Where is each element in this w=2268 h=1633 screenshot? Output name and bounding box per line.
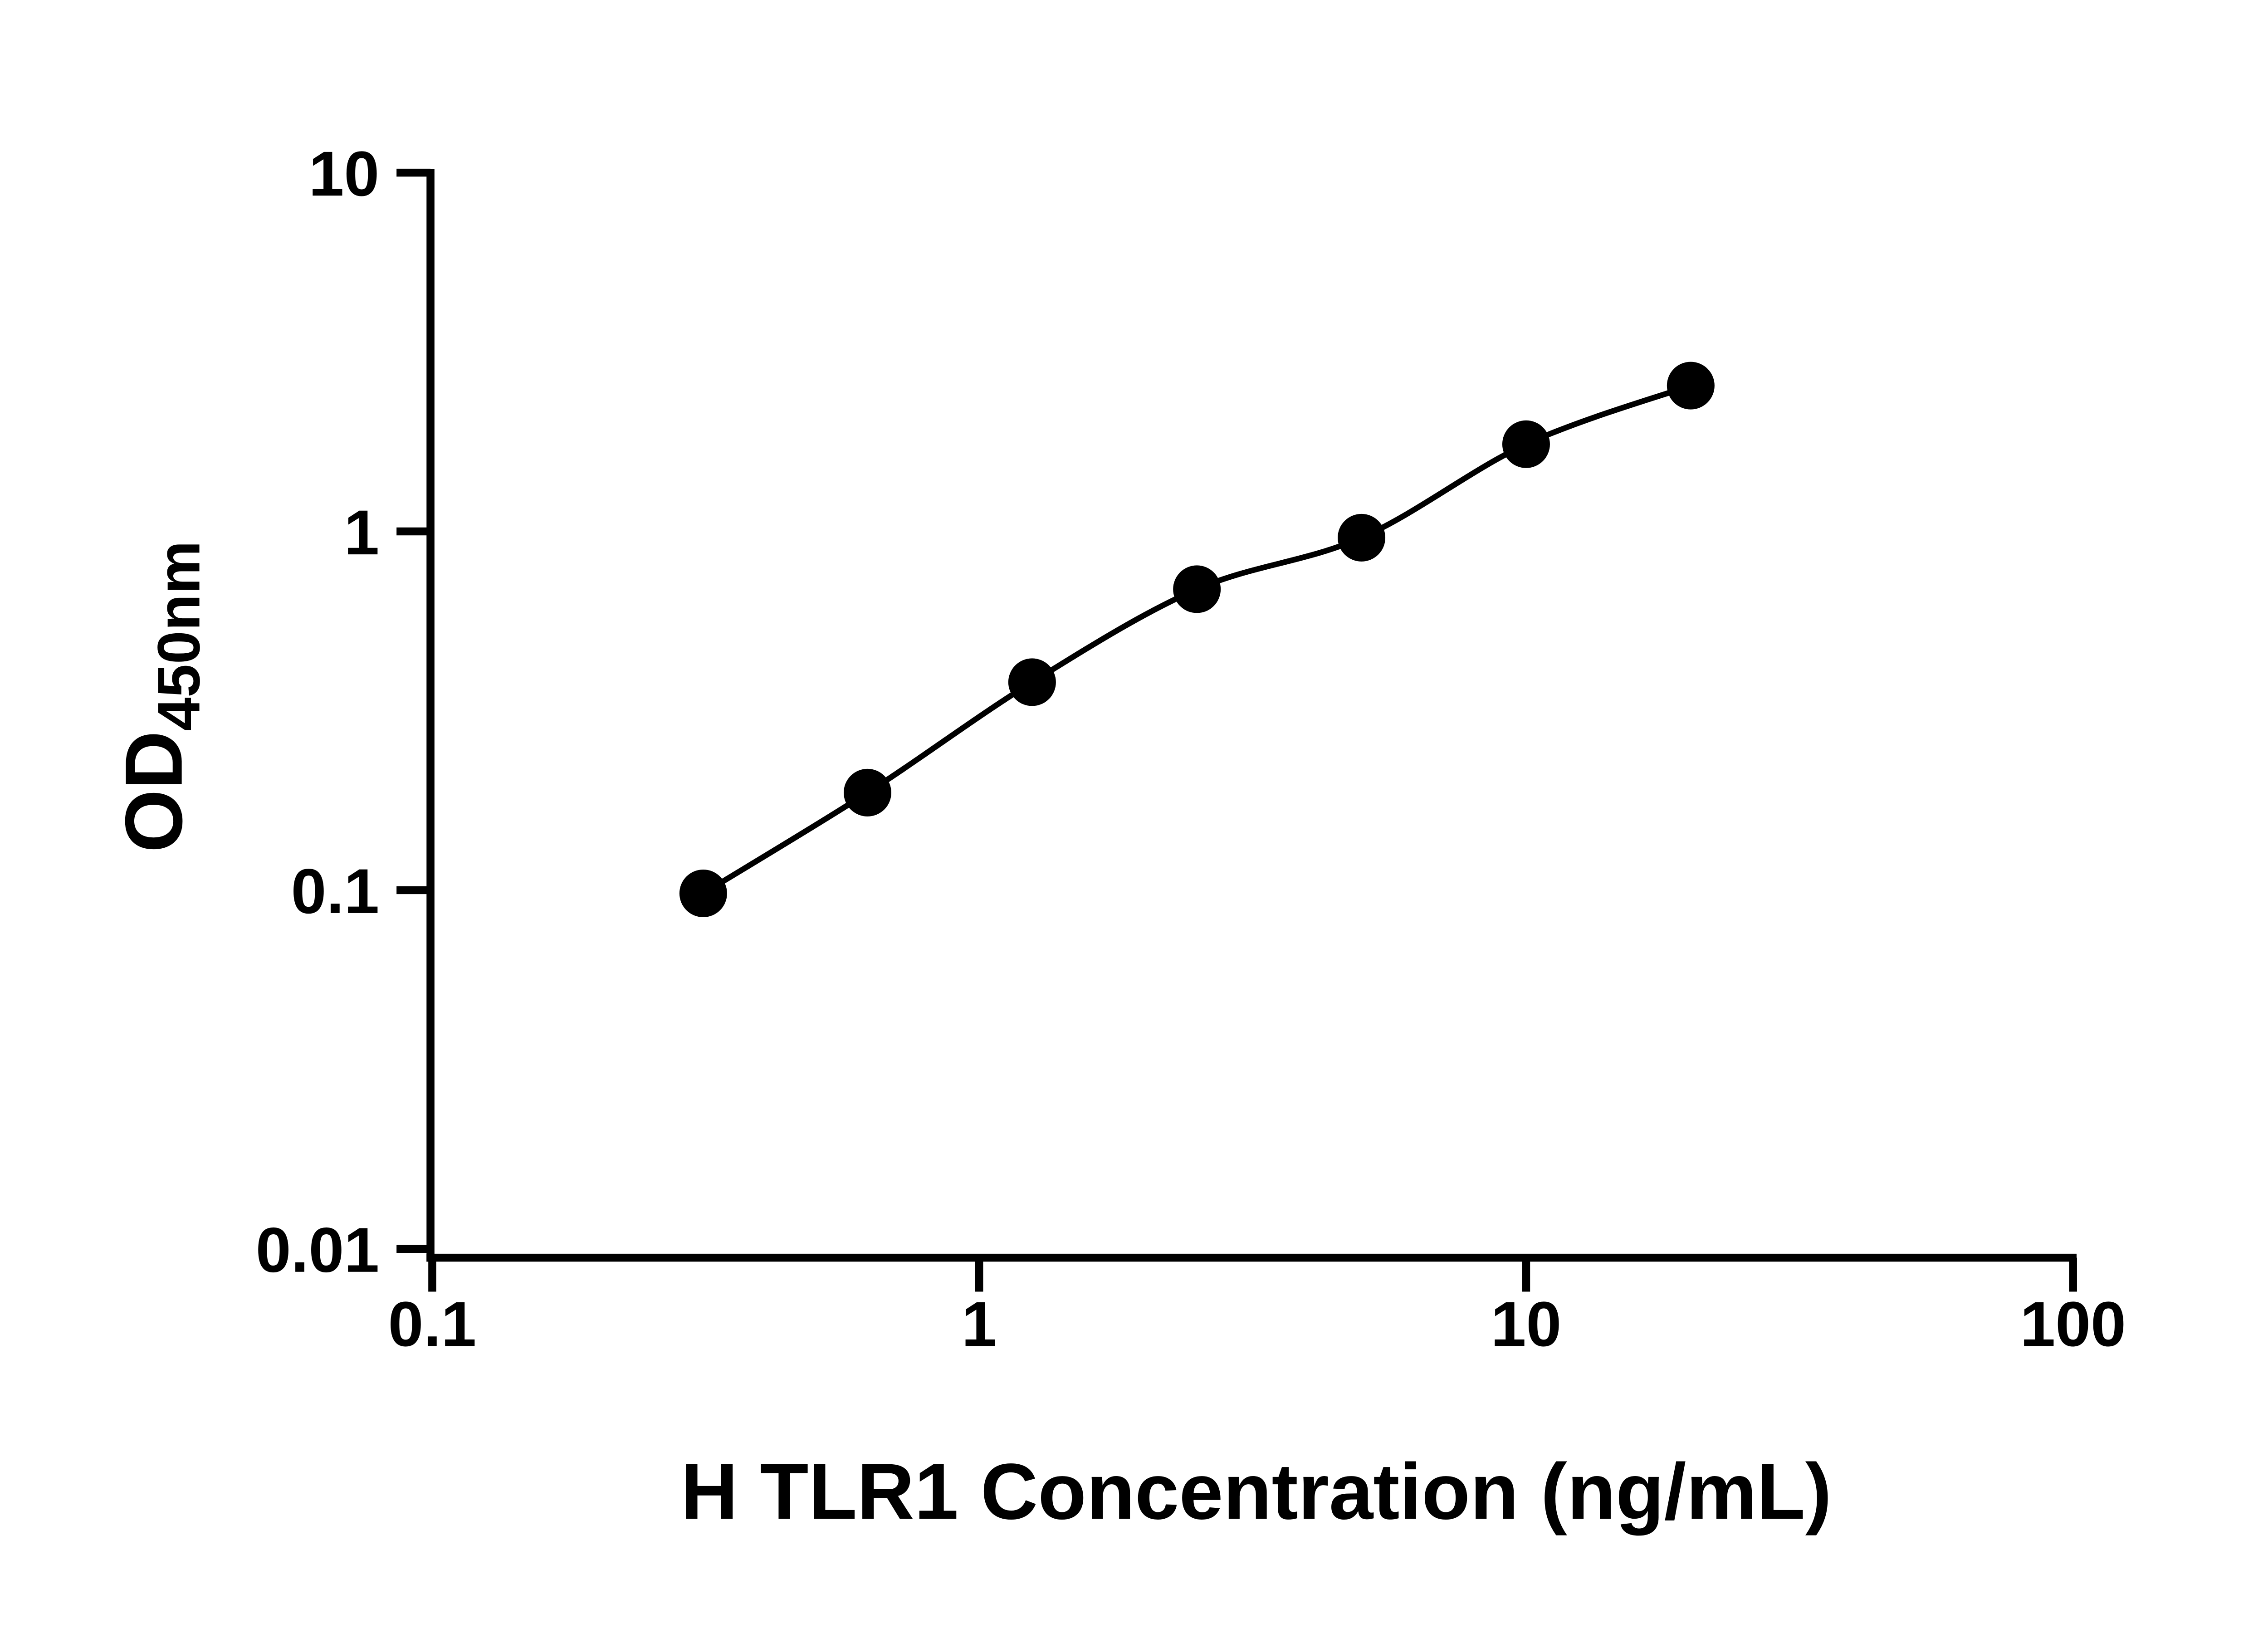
elisa-standard-curve-figure: 0.1 1 10 100 0.01 0.1 1 10 H TLR1 Concentration… [0,22,2268,1611]
y-tick-label: 0.01 [256,1214,380,1285]
data-point [1173,565,1221,613]
x-tick-label: 10 [1491,1288,1562,1359]
data-point [679,869,727,917]
chart-background [0,22,2268,1611]
y-tick-label: 0.1 [291,856,380,927]
x-tick-label: 100 [2020,1288,2126,1359]
x-axis-title: H TLR1 Concentration (ng/mL) [681,1447,1832,1536]
y-tick-label: 10 [309,138,380,209]
y-tick-label: 1 [344,497,379,568]
data-point [843,768,891,816]
y-axis-title: OD450nm [108,541,213,852]
data-point [1338,513,1386,562]
y-axis-title-main: OD [108,731,199,852]
data-point [1008,658,1056,706]
x-tick-label: 0.1 [388,1288,477,1359]
data-point [1667,362,1715,410]
y-axis-title-subscript: 450nm [146,541,213,731]
x-tick-label: 1 [962,1288,997,1359]
data-point [1502,420,1550,468]
